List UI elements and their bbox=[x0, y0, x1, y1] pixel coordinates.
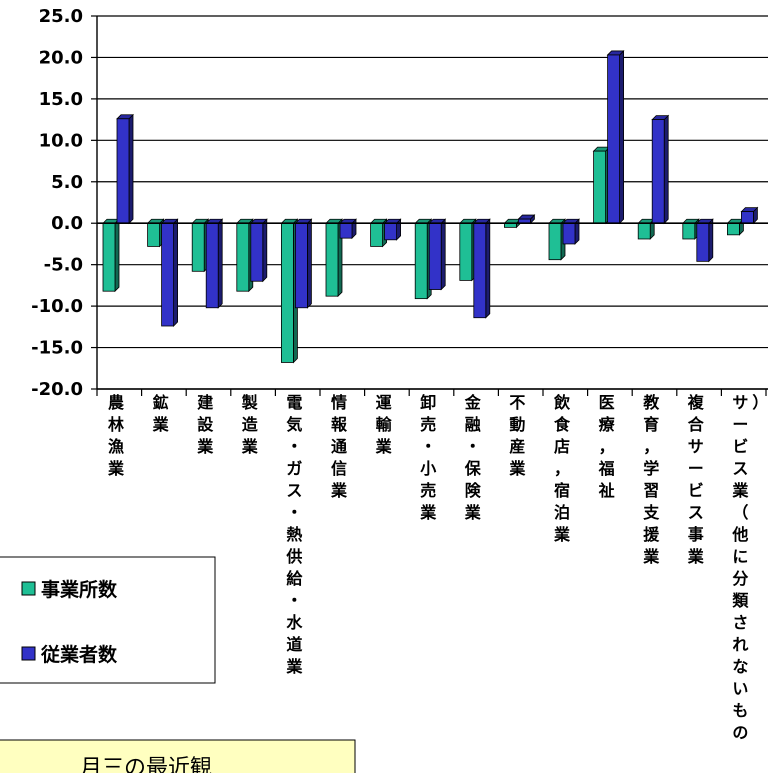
y-tick-label: 5.0 bbox=[51, 172, 83, 193]
y-tick-label: -15.0 bbox=[31, 338, 83, 359]
bar-employees bbox=[205, 218, 224, 309]
note-text: 月三の最近観 bbox=[80, 756, 212, 773]
category-label: 運輸業 bbox=[375, 393, 393, 456]
legend-label-establishments: 事業所数 bbox=[41, 578, 118, 601]
category-label: 卸売・小売業 bbox=[419, 393, 437, 522]
bar-employees bbox=[249, 218, 268, 283]
axes bbox=[96, 16, 768, 396]
legend-box bbox=[0, 556, 216, 684]
y-tick-label: 10.0 bbox=[39, 130, 83, 151]
category-label: 不動産業 bbox=[508, 393, 526, 478]
category-label: 建設業 bbox=[196, 393, 214, 456]
bar-establishments bbox=[726, 218, 745, 236]
legend-label-employees: 従業者数 bbox=[40, 643, 118, 666]
y-tick-label: 0.0 bbox=[51, 213, 83, 234]
note-background bbox=[0, 739, 356, 773]
bar-establishments bbox=[548, 218, 566, 261]
bar-employees bbox=[160, 218, 179, 327]
bar-employees bbox=[695, 218, 714, 263]
bar-establishments bbox=[637, 218, 656, 240]
legend: 事業所数 従業者数 bbox=[0, 556, 216, 684]
bar-employees bbox=[294, 218, 313, 309]
bar-establishments bbox=[102, 218, 120, 293]
y-axis-tick-labels: 25.0 20.0 15.0 10.0 5.0 0.0 -5.0 -10.0 -15.0 -20.… bbox=[31, 6, 83, 400]
bar-establishments bbox=[592, 146, 611, 225]
y-tick-label: -20.0 bbox=[31, 379, 83, 400]
category-label: 製造業 bbox=[241, 393, 259, 456]
category-label: 電気・ガス・熱供給・水道業 bbox=[285, 393, 303, 676]
y-tick-label: -5.0 bbox=[44, 255, 83, 276]
category-label: 金融・保険業 bbox=[464, 393, 482, 522]
bar-employees bbox=[383, 218, 402, 241]
bar-employees bbox=[606, 49, 625, 225]
category-labels: 農林漁業 鉱業 建設業 製造業 電気・ガス・熱供給・水道業 情報通信業 運輸業 卸売・小売業 金… bbox=[107, 393, 768, 742]
category-label: 鉱業 bbox=[152, 393, 170, 434]
bar-employees bbox=[339, 218, 357, 240]
category-label: 農林漁業 bbox=[107, 393, 125, 478]
category-label: サービス業（他に分類されないもの） bbox=[731, 393, 768, 742]
y-tick-label: 25.0 bbox=[39, 6, 83, 27]
bar-establishments bbox=[681, 218, 700, 240]
y-tick-label: 20.0 bbox=[39, 47, 83, 68]
bar-employees bbox=[472, 218, 491, 319]
category-label: 情報通信業 bbox=[330, 393, 348, 500]
legend-swatch-employees bbox=[21, 646, 36, 661]
bar-employees bbox=[651, 114, 670, 225]
legend-swatch-establishments bbox=[21, 581, 36, 596]
bar-employees bbox=[740, 206, 759, 225]
y-tick-label: -10.0 bbox=[31, 296, 83, 317]
bars bbox=[102, 49, 759, 364]
bar-establishments bbox=[414, 218, 433, 300]
category-label: 飲食店，宿泊業 bbox=[553, 393, 571, 544]
note-box: 月三の最近観 bbox=[0, 739, 356, 773]
bar-employees bbox=[428, 218, 447, 291]
category-label: 医療，福祉 bbox=[598, 393, 616, 500]
y-tick-label: 15.0 bbox=[39, 89, 83, 110]
category-label: 複合サービス事業 bbox=[687, 393, 705, 566]
bar-employees bbox=[517, 214, 536, 225]
category-label: 教育，学習支援業 bbox=[642, 393, 660, 566]
bar-employees bbox=[116, 113, 134, 225]
